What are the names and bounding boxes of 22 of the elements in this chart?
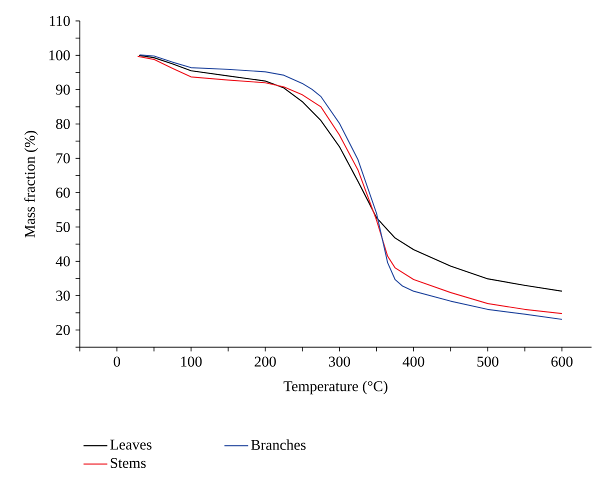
x-tick-label: 0 — [114, 356, 120, 367]
x-tick-label: 500 — [477, 356, 498, 367]
y-tick-label: 70 — [56, 153, 70, 164]
y-tick-label: 100 — [49, 50, 70, 60]
x-tick-label: 200 — [254, 356, 276, 367]
x-tick-label: 300 — [328, 356, 350, 367]
legend-label: Branches — [251, 439, 306, 450]
y-tick-label: 40 — [56, 256, 70, 266]
legend-label: Stems — [110, 458, 146, 468]
y-tick-label: 30 — [56, 290, 70, 301]
y-tick-label: 50 — [56, 222, 70, 232]
y-tick-label: 60 — [56, 188, 70, 198]
y-tick-label: 90 — [56, 84, 70, 95]
y-axis-title: Mass fraction (%) — [24, 130, 38, 238]
y-tick-label: 110 — [50, 16, 70, 26]
y-tick-label: 80 — [56, 119, 70, 130]
legend-label: Leaves — [110, 440, 152, 450]
x-tick-label: 100 — [181, 356, 202, 367]
x-axis-title: Temperature (°C) — [284, 380, 388, 394]
y-tick-label: 20 — [56, 325, 70, 336]
x-tick-label: 400 — [402, 356, 424, 367]
x-tick-label: 600 — [551, 356, 573, 367]
